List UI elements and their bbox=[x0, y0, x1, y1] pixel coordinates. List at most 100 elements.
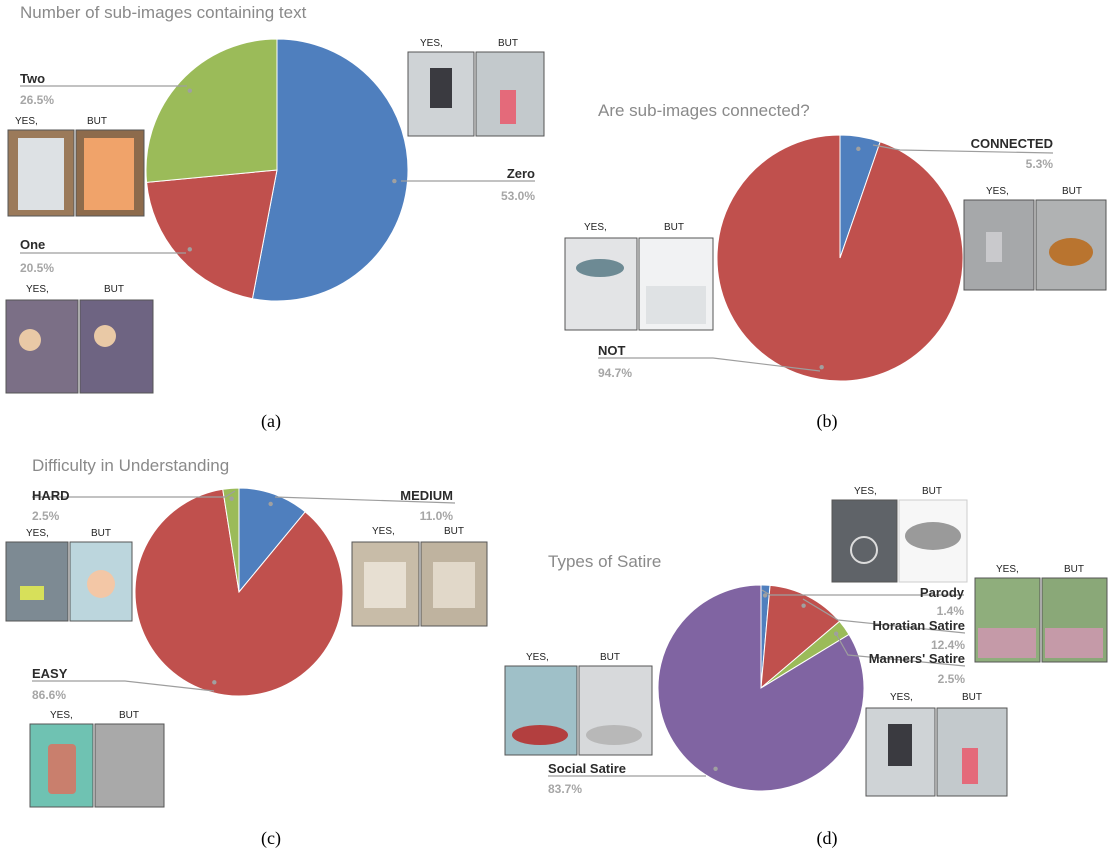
pie-chart-a bbox=[145, 38, 409, 302]
thumb-label-yes: YES, bbox=[372, 526, 395, 537]
thumb-label-yes: YES, bbox=[986, 186, 1009, 197]
caption-d: (d) bbox=[817, 828, 838, 849]
label-b-connected: CONNECTED bbox=[971, 136, 1053, 151]
slice-anchor-dot bbox=[856, 146, 861, 152]
label-d-manners: Manners' Satire bbox=[869, 651, 965, 666]
thumb-label-but: BUT bbox=[600, 652, 620, 663]
slice-anchor-dot bbox=[187, 88, 192, 93]
chart-a-title: Number of sub-images containing text bbox=[20, 3, 307, 22]
thumb-label-yes: YES, bbox=[584, 222, 607, 233]
comic-pair-a-top: YES, BUT bbox=[407, 38, 545, 137]
caption-c: (c) bbox=[261, 828, 281, 849]
pie-slice-hard bbox=[222, 487, 240, 593]
pie-slice-easy bbox=[134, 488, 344, 697]
comic-pair-b-connected: YES, BUT bbox=[963, 186, 1107, 291]
comic-pair-a-two: YES, BUT bbox=[7, 116, 145, 217]
leader-b-connected bbox=[872, 144, 1054, 154]
thumb-label-yes: YES, bbox=[526, 652, 549, 663]
thumb-label-but: BUT bbox=[91, 528, 111, 539]
pct-a-one: 20.5% bbox=[20, 261, 54, 275]
pct-a-two: 26.5% bbox=[20, 93, 54, 107]
leader-c-hard bbox=[32, 490, 236, 498]
pie-slice-not bbox=[716, 134, 964, 382]
thumb-label-but: BUT bbox=[87, 116, 107, 127]
thumb-label-but: BUT bbox=[664, 222, 684, 233]
pie-chart-b bbox=[716, 134, 964, 382]
slice-anchor-dot bbox=[268, 501, 273, 507]
slice-anchor-dot bbox=[229, 496, 234, 501]
slice-anchor-dot bbox=[392, 178, 397, 184]
chart-d-labels: Parody 1.4% Horatian Satire 12.4% Manner… bbox=[548, 585, 965, 796]
slice-anchor-dot bbox=[801, 603, 806, 608]
leader-d-parody bbox=[761, 589, 964, 596]
pie-slice-one bbox=[146, 169, 278, 300]
label-d-social: Social Satire bbox=[548, 761, 626, 776]
pie-chart-d bbox=[657, 584, 865, 792]
thumb-label-but: BUT bbox=[444, 526, 464, 537]
pie-chart-c bbox=[134, 487, 344, 697]
comic-panel-image bbox=[5, 299, 79, 394]
thumb-label-but: BUT bbox=[962, 692, 982, 703]
pct-c-easy: 86.6% bbox=[32, 688, 66, 702]
thumb-label-yes: YES, bbox=[26, 284, 49, 295]
comic-pair-c-medium: YES, BUT bbox=[351, 526, 488, 627]
label-a-zero: Zero bbox=[507, 166, 535, 181]
caption-b: (b) bbox=[817, 411, 838, 432]
thumb-label-but: BUT bbox=[104, 284, 124, 295]
slice-anchor-dot bbox=[187, 247, 192, 252]
pct-d-parody: 1.4% bbox=[937, 604, 965, 618]
leader-lines bbox=[20, 85, 1054, 777]
comic-panel-image bbox=[5, 541, 69, 622]
comic-panel-image bbox=[831, 499, 898, 583]
comic-pair-d-horatian: YES, BUT bbox=[974, 564, 1108, 663]
comic-pair-d-parody: YES, BUT bbox=[831, 486, 968, 583]
leader-d-horatian bbox=[802, 598, 966, 634]
label-d-horatian: Horatian Satire bbox=[873, 618, 965, 633]
slice-anchor-dot bbox=[762, 593, 768, 598]
slice-anchor-dot bbox=[212, 680, 217, 685]
label-d-parody: Parody bbox=[920, 585, 965, 600]
leader-b-not bbox=[598, 357, 821, 372]
chart-b-title: Are sub-images connected? bbox=[598, 101, 810, 120]
comic-panel-image bbox=[420, 541, 488, 627]
chart-b-labels: CONNECTED 5.3% NOT 94.7% bbox=[598, 136, 1053, 380]
thumb-label-yes: YES, bbox=[50, 710, 73, 721]
label-c-easy: EASY bbox=[32, 666, 68, 681]
thumb-label-but: BUT bbox=[119, 710, 139, 721]
pie-slice-zero bbox=[251, 38, 409, 302]
thumb-label-yes: YES, bbox=[420, 38, 443, 49]
thumb-label-but: BUT bbox=[1064, 564, 1084, 575]
pct-c-hard: 2.5% bbox=[32, 509, 60, 523]
pct-c-medium: 11.0% bbox=[420, 509, 454, 523]
chart-a-labels: Zero 53.0% Two 26.5% One 20.5% bbox=[20, 71, 535, 275]
pie-slice-social-satire bbox=[657, 584, 865, 792]
label-a-one: One bbox=[20, 237, 45, 252]
label-b-not: NOT bbox=[598, 343, 626, 358]
pie-slice-two bbox=[145, 38, 278, 183]
label-c-hard: HARD bbox=[32, 488, 70, 503]
pct-d-social: 83.7% bbox=[548, 782, 582, 796]
thumb-label-yes: YES, bbox=[996, 564, 1019, 575]
label-c-medium: MEDIUM bbox=[400, 488, 453, 503]
comic-pair-c-hard: YES, BUT bbox=[5, 528, 133, 622]
slice-anchor-dot bbox=[819, 364, 824, 370]
comic-panel-image bbox=[564, 237, 638, 331]
pct-b-connected: 5.3% bbox=[1026, 157, 1054, 171]
leader-d-manners bbox=[834, 631, 966, 667]
label-a-two: Two bbox=[20, 71, 45, 86]
chart-c-title: Difficulty in Understanding bbox=[32, 456, 229, 475]
thumb-label-yes: YES, bbox=[854, 486, 877, 497]
thumb-label-yes: YES, bbox=[15, 116, 38, 127]
pct-b-not: 94.7% bbox=[598, 366, 632, 380]
chart-d-title: Types of Satire bbox=[548, 552, 661, 571]
leader-c-medium bbox=[274, 496, 456, 504]
comic-pair-c-easy: YES, BUT bbox=[29, 710, 165, 808]
comic-pair-a-one: YES, BUT bbox=[5, 284, 154, 394]
thumb-label-but: BUT bbox=[922, 486, 942, 497]
comic-panel-image bbox=[79, 299, 154, 394]
chart-c-labels: HARD 2.5% MEDIUM 11.0% EASY 86.6% bbox=[32, 488, 453, 702]
pie-slice-medium bbox=[238, 487, 306, 594]
pct-d-horatian: 12.4% bbox=[931, 638, 965, 652]
comic-panel-image bbox=[94, 723, 165, 808]
thumb-label-yes: YES, bbox=[890, 692, 913, 703]
